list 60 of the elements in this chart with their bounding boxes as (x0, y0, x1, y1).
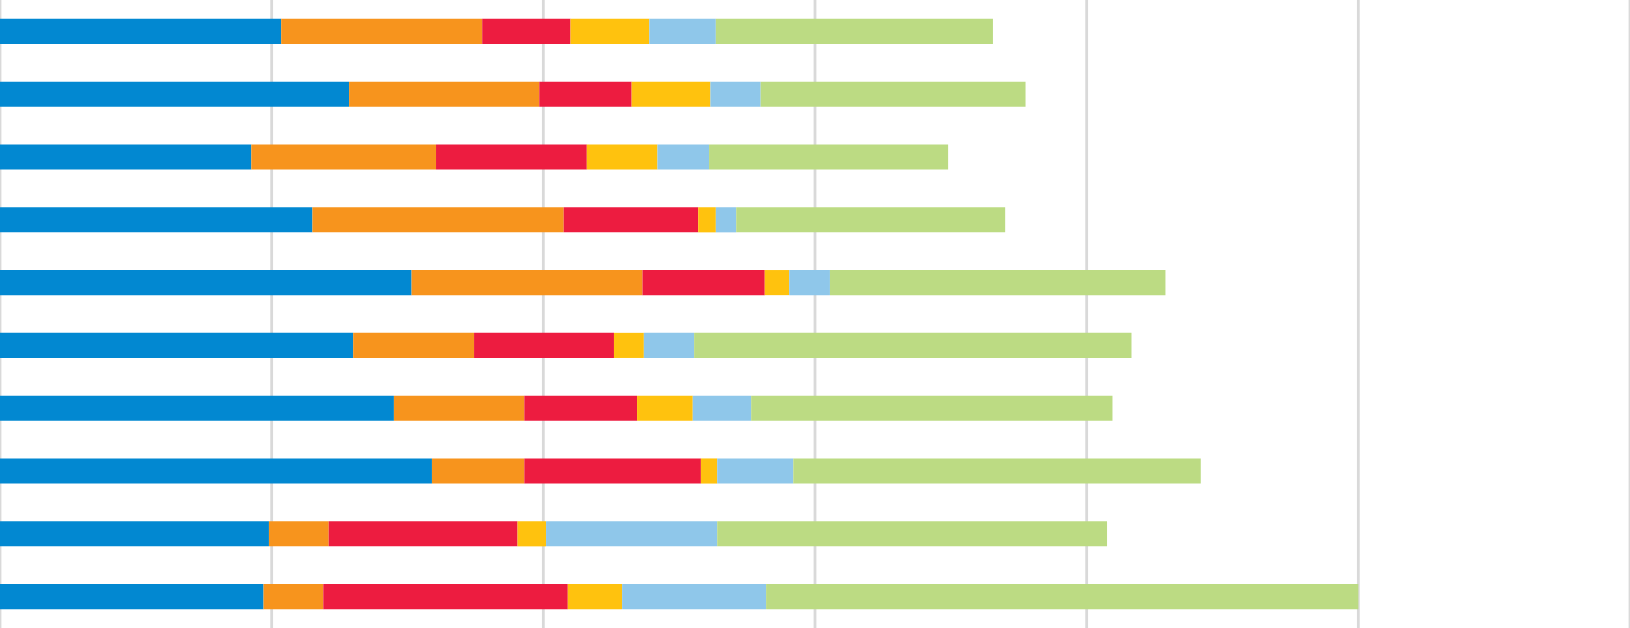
bar (642, 270, 765, 296)
bar (613, 332, 644, 358)
bar (710, 81, 761, 107)
bar (263, 584, 324, 610)
bar (657, 144, 710, 170)
bar (436, 144, 587, 170)
bar (766, 584, 1359, 610)
bar (0, 395, 394, 421)
bar (709, 144, 949, 170)
bar (393, 395, 525, 421)
bar (717, 458, 794, 484)
bar (717, 521, 1108, 547)
bar (0, 458, 432, 484)
bar (586, 144, 658, 170)
bar (760, 81, 1026, 107)
bar (789, 270, 830, 296)
bar (764, 270, 790, 296)
bar (517, 521, 547, 547)
bar (0, 584, 264, 610)
bar (353, 332, 475, 358)
bar (0, 81, 350, 107)
bar (323, 584, 568, 610)
bar (431, 458, 525, 484)
bar (0, 521, 269, 547)
bar (793, 458, 1201, 484)
bar (563, 207, 699, 233)
bar (692, 395, 752, 421)
bar (312, 207, 564, 233)
bar (829, 270, 1166, 296)
bar (524, 458, 701, 484)
bar (751, 395, 1113, 421)
bar (539, 81, 632, 107)
bar (251, 144, 437, 170)
bar (567, 584, 623, 610)
bar (715, 18, 993, 44)
bar (694, 332, 1132, 358)
bar (637, 395, 693, 421)
bar (698, 207, 716, 233)
bar (570, 18, 650, 44)
bar (622, 584, 767, 610)
bar (268, 521, 329, 547)
bar (0, 144, 252, 170)
bar (0, 207, 313, 233)
bar (649, 18, 716, 44)
bar (349, 81, 540, 107)
bar (736, 207, 1006, 233)
bar (0, 18, 282, 44)
bar (524, 395, 638, 421)
bar (0, 332, 354, 358)
bar (631, 81, 711, 107)
bar (643, 332, 695, 358)
bar (328, 521, 518, 547)
bar (546, 521, 718, 547)
bar (715, 207, 737, 233)
bar (700, 458, 718, 484)
bar (411, 270, 643, 296)
bar (281, 18, 483, 44)
bar (0, 270, 412, 296)
bar (474, 332, 614, 358)
bar (482, 18, 571, 44)
